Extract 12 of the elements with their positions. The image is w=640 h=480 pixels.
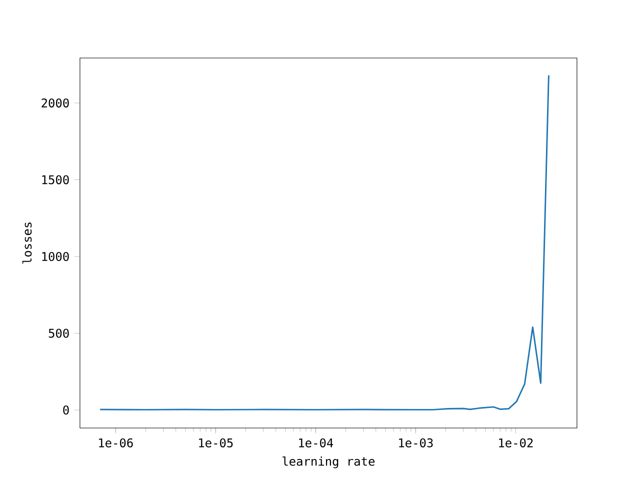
x-tick-label: 1e-02 [499,438,533,448]
x-tick-label: 1e-05 [199,438,233,448]
y-tick-label: 2000 [42,98,69,108]
y-tick-label: 1500 [42,175,69,184]
y-tick-label: 0 [63,405,69,415]
y-axis-title: losses [22,222,32,264]
x-tick-label: 1e-03 [399,438,433,448]
x-axis-title: learning rate [282,456,375,468]
y-tick-label: 500 [48,328,69,338]
y-tick-label: 1000 [42,252,69,261]
x-tick-label: 1e-06 [99,438,133,448]
x-tick-label: 1e-04 [299,438,334,448]
